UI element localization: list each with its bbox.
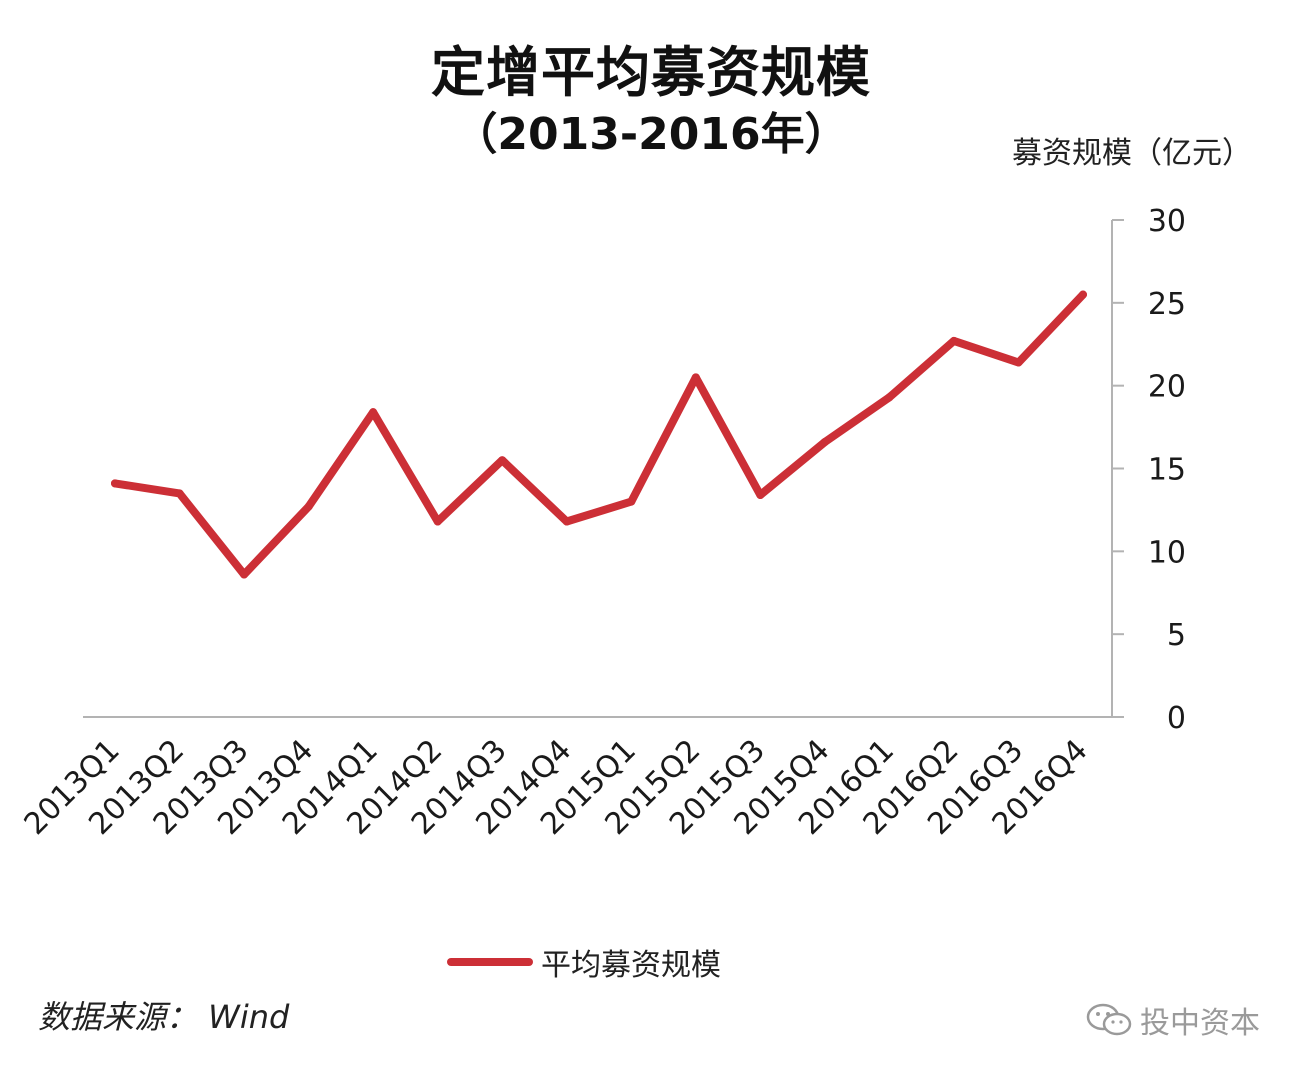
chart-title: 定增平均募资规模 <box>431 41 871 104</box>
y-tick-labels: 0 5 10 15 20 25 30 <box>1148 204 1186 736</box>
watermark-text: 投中资本 <box>1140 1006 1260 1041</box>
y-tick-label: 5 <box>1167 618 1186 653</box>
legend-label: 平均募资规模 <box>541 948 721 983</box>
series-line <box>111 290 1087 579</box>
data-point <box>1014 358 1023 367</box>
data-point <box>240 570 249 579</box>
y-tick-label: 10 <box>1148 535 1186 570</box>
series-layer <box>111 290 1087 579</box>
axes <box>83 219 1124 718</box>
data-source-note: 数据来源： Wind <box>38 998 290 1036</box>
chart-subtitle: （2013-2016年） <box>453 109 849 160</box>
data-point <box>498 456 507 465</box>
y-tick-label: 30 <box>1148 204 1186 239</box>
legend: 平均募资规模 <box>447 940 721 984</box>
data-point <box>304 502 313 511</box>
data-point <box>885 393 894 402</box>
data-point <box>369 408 378 417</box>
y-tick-label: 15 <box>1148 453 1186 488</box>
data-point <box>627 497 636 506</box>
data-point <box>756 491 765 500</box>
legend-swatch <box>447 958 533 966</box>
y-tick-label: 0 <box>1167 701 1186 736</box>
wechat-icon <box>1086 1003 1132 1036</box>
data-point <box>111 479 119 488</box>
data-point <box>691 373 700 382</box>
x-tick-labels: 2013Q12013Q22013Q32013Q42014Q12014Q22014… <box>18 733 1095 842</box>
data-point <box>433 517 442 526</box>
data-point <box>562 517 571 526</box>
data-point <box>820 437 829 446</box>
data-point <box>949 336 958 345</box>
y-tick-label: 25 <box>1148 287 1186 322</box>
y-tick-label: 20 <box>1148 370 1186 405</box>
data-point <box>1079 290 1087 299</box>
y-axis-unit-label: 募资规模（亿元） <box>1012 136 1252 171</box>
watermark: 投中资本 <box>1086 998 1260 1042</box>
data-point <box>175 489 184 498</box>
